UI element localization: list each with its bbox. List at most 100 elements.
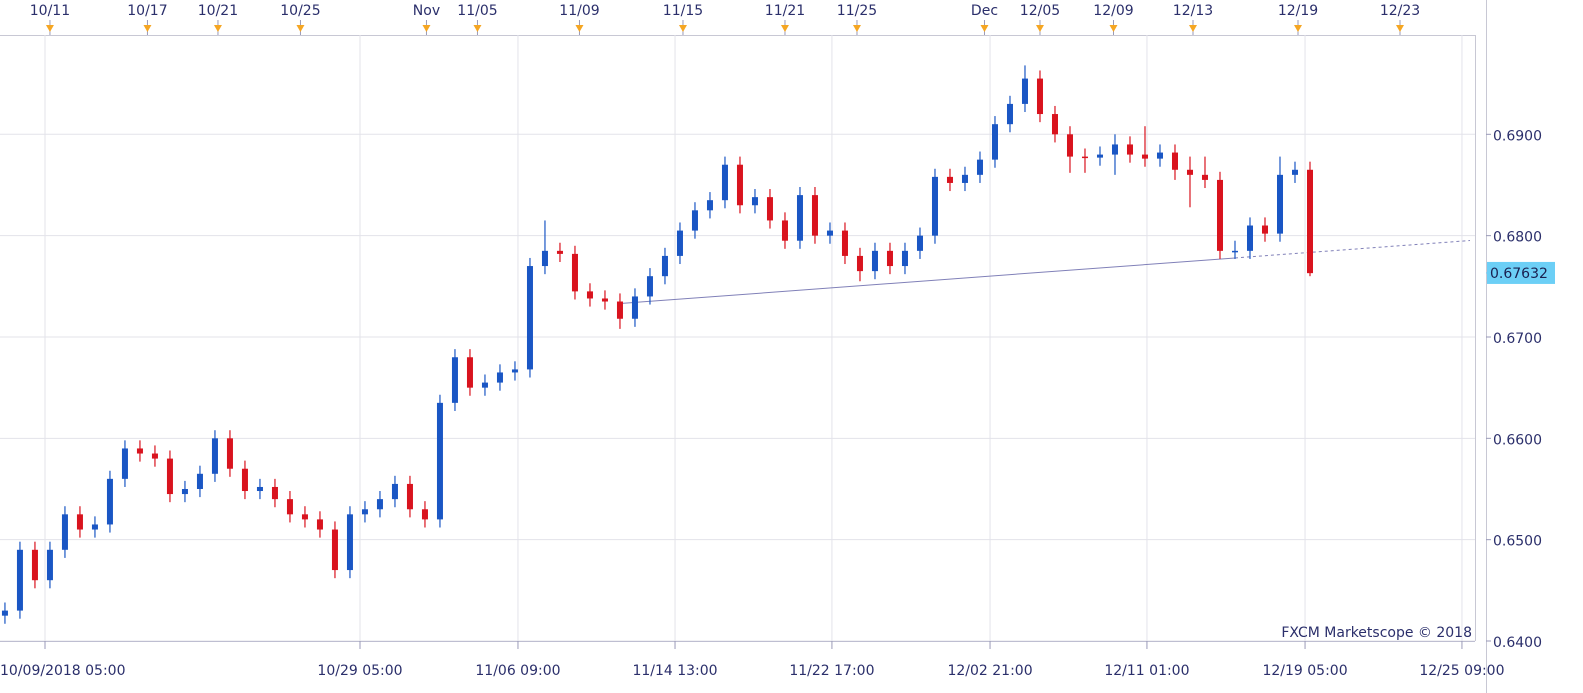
candle-body [61,514,68,550]
top-tick-label: 12/05 [1020,3,1060,19]
candle-body [301,514,308,520]
event-marker [1109,25,1118,32]
candle-body [496,372,503,383]
candle-body [556,250,563,254]
trendline [619,257,1236,305]
candle-body [1081,156,1088,159]
event-marker [1395,25,1404,32]
candle-body [211,438,218,474]
top-tick-label: 12/19 [1278,3,1318,19]
candle-body [361,509,368,515]
x-tick-label: 11/14 13:00 [632,663,717,679]
top-tick-label: 11/15 [663,3,703,19]
event-marker [473,25,482,32]
candle-body [976,159,983,175]
candle-body [1036,78,1043,115]
candle-body [631,296,638,319]
candle-body [241,468,248,492]
candle-body [1126,144,1133,155]
x-tick-label: 12/11 01:00 [1104,663,1189,679]
top-tick-label: 10/11 [30,3,70,19]
event-marker [213,25,222,32]
x-tick-label: 12/19 05:00 [1262,663,1347,679]
x-tick-label: 12/02 21:00 [947,663,1032,679]
candle-body [181,488,188,495]
candle-body [721,164,728,201]
last-price-box [1487,261,1555,284]
top-tick-label: Dec [971,3,998,19]
top-tick-label: 11/09 [559,3,599,19]
candle-body [1006,103,1013,125]
candle-body [46,549,53,581]
last-price-label: 0.67632 [1490,266,1548,282]
candle-body [571,253,578,292]
candle-body [1291,169,1298,175]
x-tick-label: 12/25 09:00 [1419,663,1504,679]
candle-body [676,230,683,256]
candle-body [16,549,23,611]
candle-body [76,514,83,530]
candle-body [166,458,173,495]
candle-body [436,402,443,520]
candle-body [751,197,758,206]
event-marker [296,25,305,32]
y-tick-label: 0.6400 [1493,635,1542,651]
x-tick-label: 10/09/2018 05:00 [0,663,126,679]
candle-body [286,499,293,515]
event-marker [422,25,431,32]
candle-body [391,483,398,500]
x-tick-label: 11/06 09:00 [475,663,560,679]
candle-body [856,255,863,272]
candle-body [541,250,548,267]
event-marker [678,25,687,32]
y-tick-label: 0.6500 [1493,534,1542,550]
candle-body [1306,169,1313,274]
top-tick-label: Nov [413,3,440,19]
event-marker [1188,25,1197,32]
y-tick-label: 0.6600 [1493,432,1542,448]
candle-body [586,291,593,299]
candle-body [196,473,203,489]
y-tick-label: 0.6900 [1493,128,1542,144]
candle-body [316,519,323,530]
top-tick-label: 10/17 [127,3,167,19]
top-tick-label: 11/05 [457,3,497,19]
candle-body [106,478,113,525]
candle-body [1261,225,1268,234]
candle-body [1246,225,1253,251]
event-marker [575,25,584,32]
candle-body [961,174,968,183]
candle-body [256,486,263,492]
event-marker [780,25,789,32]
candle-body [1156,152,1163,159]
event-marker [852,25,861,32]
candle-body [421,509,428,520]
candle-body [376,499,383,510]
y-tick-label: 0.6700 [1493,331,1542,347]
candle-body [151,453,158,459]
y-tick-label: 0.6800 [1493,230,1542,246]
candle-body [406,483,413,510]
candle-body [691,210,698,231]
candle-body [901,250,908,267]
candle-body [331,529,338,571]
candle-body [526,266,533,370]
candle-body [511,369,518,373]
top-tick-label: 11/25 [837,3,877,19]
top-tick-label: 11/21 [765,3,805,19]
candle-body [1201,174,1208,180]
candle-body [916,235,923,251]
candle-body [661,255,668,277]
candle-body [1021,78,1028,104]
top-tick-label: 12/13 [1173,3,1213,19]
candle-body [1051,114,1058,135]
candle-body [1276,174,1283,234]
candle-body [871,250,878,272]
candle-body [481,382,488,388]
event-marker [980,25,989,32]
candle-body [121,448,128,479]
candle-body [781,220,788,241]
candle-body [1171,152,1178,170]
candle-body [601,298,608,302]
